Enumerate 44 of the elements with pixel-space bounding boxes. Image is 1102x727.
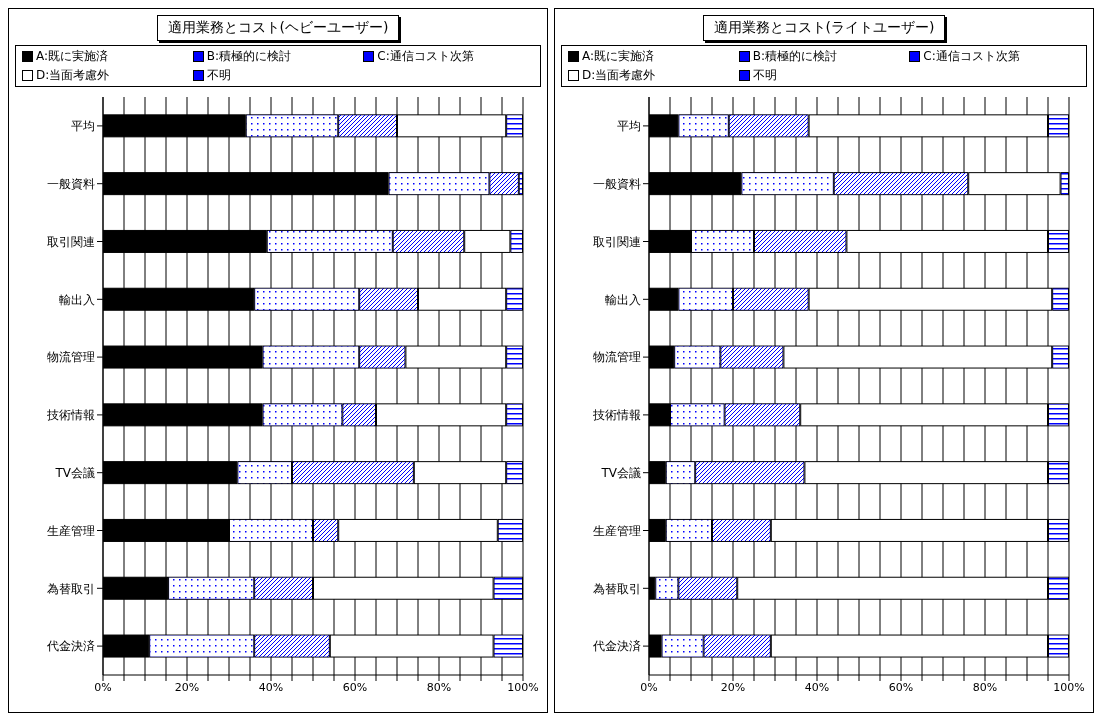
legend-label: D:当面考慮外 xyxy=(582,67,656,84)
y-tick-label: TV会議 xyxy=(54,465,95,480)
y-tick-label: 代金決済 xyxy=(592,639,641,654)
x-tick-label: 20% xyxy=(174,680,200,694)
legend-label: A:既に実施済 xyxy=(582,48,655,65)
y-tick-label: 物流管理 xyxy=(593,350,641,365)
legend-label: C:通信コスト次第 xyxy=(923,48,1020,65)
y-tick-label: 輸出入 xyxy=(605,292,641,307)
y-tick-label: 物流管理 xyxy=(47,350,95,365)
x-tick-label: 0% xyxy=(640,680,658,694)
y-tick-label: 平均 xyxy=(71,119,95,134)
y-tick-label: 輸出入 xyxy=(59,292,95,307)
y-tick-label: 取引関連 xyxy=(593,234,641,249)
y-tick-label: 取引関連 xyxy=(47,234,95,249)
legend-label: A:既に実施済 xyxy=(36,48,109,65)
x-tick-label: 60% xyxy=(342,680,368,694)
y-tick-label: TV会議 xyxy=(600,465,641,480)
legend-label: 不明 xyxy=(752,67,777,84)
x-tick-label: 20% xyxy=(720,680,746,694)
y-tick-label: 代金決済 xyxy=(46,639,95,654)
legend-label: B:積極的に検討 xyxy=(752,48,837,65)
y-tick-label: 技術情報 xyxy=(46,408,95,423)
x-tick-label: 40% xyxy=(804,680,830,694)
x-tick-label: 0% xyxy=(94,680,112,694)
x-tick-label: 80% xyxy=(426,680,452,694)
y-tick-label: 一般資料 xyxy=(47,176,95,191)
y-tick-label: 生産管理 xyxy=(593,523,641,538)
y-tick-label: 為替取引 xyxy=(593,581,641,596)
x-tick-label: 40% xyxy=(258,680,284,694)
legend-label: 不明 xyxy=(206,67,231,84)
x-tick-label: 60% xyxy=(888,680,914,694)
legend-label: C:通信コスト次第 xyxy=(377,48,474,65)
legend-label: D:当面考慮外 xyxy=(36,67,110,84)
y-tick-label: 為替取引 xyxy=(47,581,95,596)
y-tick-label: 一般資料 xyxy=(593,176,641,191)
x-tick-label: 80% xyxy=(972,680,998,694)
chart-title: 適用業務とコスト(ヘビーユーザー) xyxy=(156,15,400,41)
y-tick-label: 生産管理 xyxy=(47,523,95,538)
x-tick-label: 100% xyxy=(1053,680,1085,694)
legend-label: B:積極的に検討 xyxy=(206,48,291,65)
x-tick-label: 100% xyxy=(507,680,539,694)
y-tick-label: 平均 xyxy=(617,119,641,134)
y-tick-label: 技術情報 xyxy=(592,408,641,423)
chart-title: 適用業務とコスト(ライトユーザー) xyxy=(702,15,946,41)
